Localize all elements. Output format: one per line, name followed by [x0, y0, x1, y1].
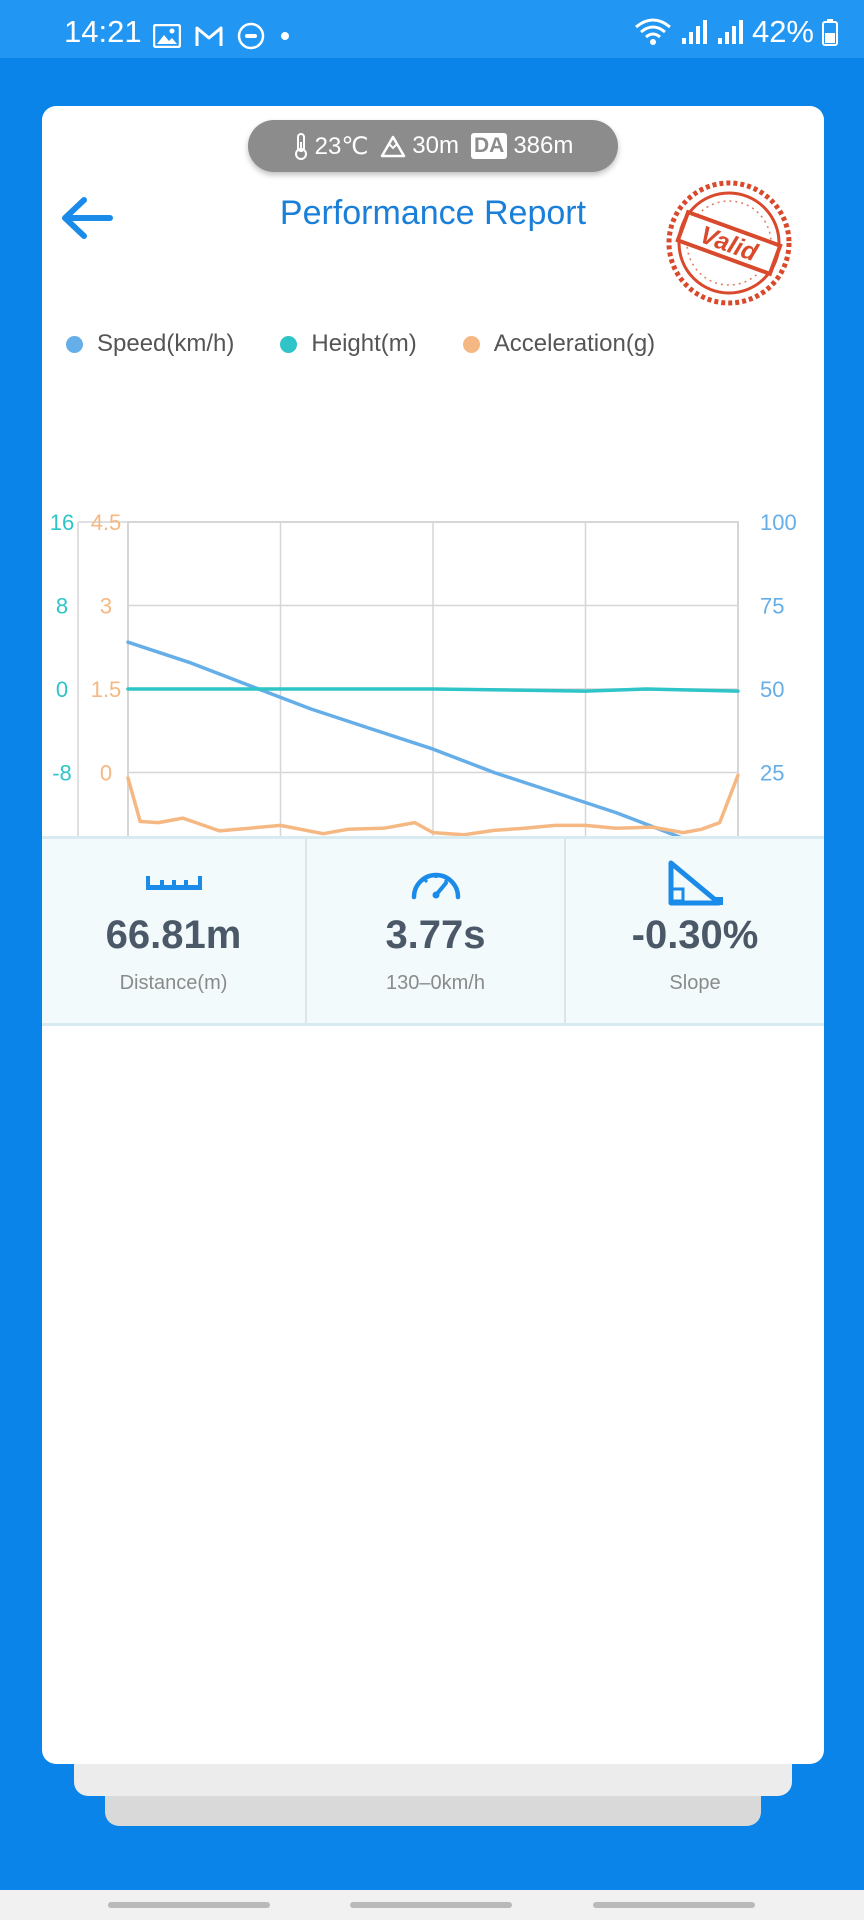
acceleration-tick-label: 3 — [100, 594, 112, 619]
legend-height[interactable]: Height(m) — [280, 330, 417, 358]
chart-legend: Speed(km/h) Height(m) Acceleration(g) — [66, 330, 701, 358]
speed-tick-label: 75 — [760, 594, 784, 619]
nav-recents-button[interactable] — [108, 1902, 270, 1908]
time-value: 3.77s — [385, 913, 486, 957]
height-line — [126, 687, 740, 693]
speed-tick-label: 50 — [760, 677, 784, 702]
speed-tick-label: 100 — [760, 510, 797, 535]
legend-speed-dot — [66, 335, 83, 353]
back-button[interactable] — [56, 192, 116, 244]
nav-home-button[interactable] — [350, 1902, 512, 1908]
height-tick-label: 0 — [56, 677, 68, 702]
speed-tick-label: 25 — [760, 761, 784, 786]
system-icons: 42% — [634, 14, 838, 50]
mountain-icon — [381, 135, 406, 158]
height-tick-label: 8 — [56, 594, 68, 619]
legend-acceleration-dot — [462, 335, 480, 353]
stat-slope: -0.30% Slope — [564, 839, 824, 1023]
status-bar: 14:21 — [0, 0, 864, 58]
legend-acceleration-label: Acceleration(g) — [493, 330, 656, 357]
notification-icons — [153, 22, 291, 50]
elevation-value: 30m — [412, 132, 459, 159]
density-altitude-item: DA 386m — [470, 132, 574, 160]
signal-icon — [717, 20, 743, 44]
speedometer-icon — [410, 861, 462, 905]
time-label: 130–0km/h — [386, 972, 485, 994]
elevation-item: 30m — [380, 132, 459, 160]
slope-icon — [667, 860, 723, 906]
legend-acceleration[interactable]: Acceleration(g) — [462, 330, 656, 358]
battery-icon — [822, 19, 838, 46]
battery-percent: 42% — [751, 14, 814, 49]
gmail-icon — [195, 26, 223, 46]
distance-label: Distance(m) — [119, 972, 228, 994]
legend-height-dot — [280, 335, 298, 353]
density-altitude-value: 386m — [513, 132, 574, 159]
stat-time: 3.77s 130–0km/h — [305, 839, 564, 1023]
acceleration-tick-label: 1.5 — [91, 677, 122, 702]
distance-value: 66.81m — [105, 913, 242, 957]
gallery-icon — [153, 24, 181, 48]
thermometer-icon — [294, 133, 307, 160]
ruler-icon — [144, 861, 204, 905]
stat-distance: 66.81m Distance(m) — [42, 839, 305, 1023]
app-icon — [237, 22, 265, 50]
report-card: 23℃ 30m DA 386m Performance Report Valid — [42, 106, 824, 1764]
stats-panel: 66.81m Distance(m) 3.77s 130–0km/h — [42, 836, 824, 1026]
acceleration-line — [126, 773, 740, 837]
arrow-left-icon — [62, 197, 113, 239]
signal-icon — [681, 20, 707, 44]
conditions-pill: 23℃ 30m DA 386m — [248, 120, 618, 172]
temperature-value: 23℃ — [314, 132, 369, 160]
legend-speed[interactable]: Speed(km/h) — [66, 330, 234, 358]
page-title: Performance Report — [279, 194, 587, 232]
status-time: 14:21 — [64, 14, 142, 49]
nav-back-button[interactable] — [593, 1902, 755, 1908]
slope-label: Slope — [669, 972, 721, 994]
dot-icon — [281, 32, 289, 40]
height-tick-label: -8 — [52, 761, 72, 786]
acceleration-tick-label: 0 — [100, 761, 112, 786]
temperature-item: 23℃ — [293, 132, 369, 161]
wifi-icon — [635, 18, 671, 45]
da-label: DA — [470, 133, 508, 159]
navigation-bar — [0, 1890, 864, 1920]
legend-height-label: Height(m) — [311, 330, 417, 357]
legend-speed-label: Speed(km/h) — [97, 330, 235, 357]
acceleration-tick-label: 4.5 — [91, 510, 122, 535]
slope-value: -0.30% — [631, 913, 759, 957]
valid-stamp: Valid — [666, 180, 792, 306]
height-tick-label: 16 — [50, 510, 74, 535]
